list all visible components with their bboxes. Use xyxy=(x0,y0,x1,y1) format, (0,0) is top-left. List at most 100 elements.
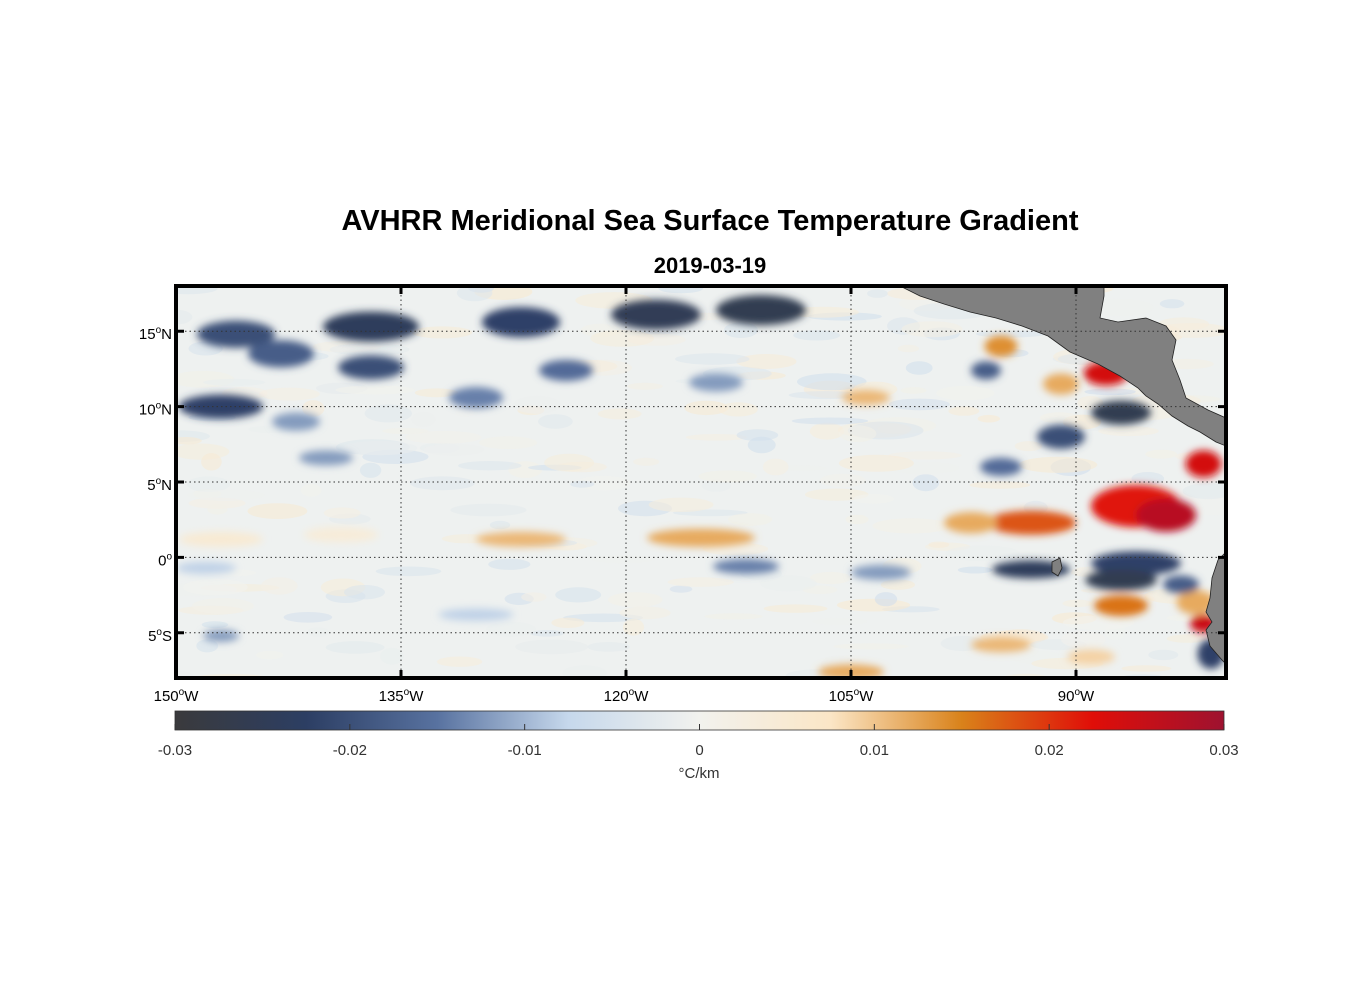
colorbar-tick-label: 0.01 xyxy=(860,742,889,759)
texture-blob xyxy=(809,422,845,440)
texture-blob xyxy=(809,571,851,585)
gradient-feature xyxy=(1091,400,1151,425)
texture-blob xyxy=(597,408,642,420)
lat-label: 15oN xyxy=(139,325,172,343)
gradient-feature xyxy=(971,637,1031,653)
texture-blob xyxy=(805,488,869,501)
texture-blob xyxy=(888,451,962,460)
texture-blob xyxy=(515,639,589,655)
gradient-feature xyxy=(986,510,1076,535)
texture-blob xyxy=(521,592,547,602)
colorbar-tick-label: 0.03 xyxy=(1209,742,1238,759)
gradient-feature xyxy=(203,629,239,642)
texture-blob xyxy=(529,630,565,637)
gradient-feature xyxy=(716,295,806,326)
texture-blob xyxy=(897,344,920,353)
texture-blob xyxy=(1145,449,1178,459)
texture-blob xyxy=(627,382,663,390)
texture-blob xyxy=(727,513,773,526)
texture-blob xyxy=(1061,630,1106,649)
gradient-feature xyxy=(299,450,353,466)
land-galapagos xyxy=(1051,557,1063,577)
texture-blob xyxy=(1166,634,1210,643)
texture-blob xyxy=(454,409,475,417)
texture-blob xyxy=(247,503,308,519)
texture-blob xyxy=(555,587,602,603)
texture-blob xyxy=(382,427,429,435)
texture-blob xyxy=(880,579,916,590)
lat-label: 10oN xyxy=(139,401,172,419)
texture-blob xyxy=(684,400,729,416)
gradient-feature xyxy=(1067,649,1115,665)
texture-blob xyxy=(380,647,404,665)
texture-blob xyxy=(186,489,266,501)
texture-blob xyxy=(458,461,522,471)
texture-blob xyxy=(936,385,995,401)
land-south-america xyxy=(1205,551,1226,665)
texture-blob xyxy=(359,462,382,478)
gradient-feature xyxy=(1176,590,1216,615)
texture-blob xyxy=(329,343,410,356)
texture-blob xyxy=(513,395,561,414)
texture-blob xyxy=(723,322,759,339)
gradient-feature xyxy=(1185,450,1222,478)
colorbar: -0.03 -0.02 -0.01 0 0.01 0.02 0.03 °C/km xyxy=(158,710,1239,782)
texture-blob xyxy=(1062,615,1135,630)
texture-blob xyxy=(590,330,654,347)
texture-blob xyxy=(176,286,218,295)
texture-blob xyxy=(1018,456,1098,473)
gradient-feature xyxy=(438,608,514,621)
lat-label: 5oN xyxy=(147,476,172,494)
texture-blob xyxy=(763,604,828,613)
texture-blob xyxy=(176,437,202,445)
gradient-feature xyxy=(272,412,320,431)
texture-blob xyxy=(405,430,482,444)
texture-blob xyxy=(414,388,459,398)
texture-blob xyxy=(701,479,731,492)
gradient-feature xyxy=(1136,498,1196,532)
gradient-feature xyxy=(539,359,593,381)
gradient-feature xyxy=(1043,373,1079,395)
texture-blob xyxy=(819,473,866,488)
colorbar-tick-label: -0.03 xyxy=(158,742,192,759)
gradient-feature xyxy=(1094,595,1148,617)
gradient-feature xyxy=(980,457,1022,476)
texture-blob xyxy=(344,585,385,600)
texture-blob xyxy=(1121,665,1172,672)
gradient-feature xyxy=(647,528,755,547)
texture-blob xyxy=(836,598,911,612)
gradient-feature xyxy=(1085,569,1157,591)
texture-blob xyxy=(538,414,573,429)
map-area: 15oN 10oN 5oN 0o 5oS 150oW 135oW 120oW 105oW 90o… xyxy=(139,284,1228,705)
texture-blob xyxy=(648,497,714,512)
texture-blob xyxy=(544,453,594,472)
colorbar-tick-label: 0 xyxy=(695,742,703,759)
texture-blob xyxy=(196,639,219,653)
texture-blob xyxy=(736,354,797,369)
texture-blob xyxy=(608,592,663,608)
colorbar-ticks: -0.03 -0.02 -0.01 0 0.01 0.02 0.03 xyxy=(158,724,1239,759)
gradient-feature xyxy=(971,361,1001,380)
gradient-feature xyxy=(482,307,560,338)
texture-blob xyxy=(833,643,909,650)
texture-blob xyxy=(838,425,877,443)
texture-blob xyxy=(901,321,963,338)
texture-blob xyxy=(325,641,385,654)
texture-blob xyxy=(698,470,757,483)
texture-blob xyxy=(669,585,693,593)
gradient-feature xyxy=(842,390,890,406)
texture-blob xyxy=(488,558,531,570)
lat-label: 5oS xyxy=(148,627,172,645)
gradient-feature xyxy=(1163,575,1199,594)
texture-blob xyxy=(704,613,763,620)
texture-blob xyxy=(283,612,333,623)
texture-blob xyxy=(853,494,895,504)
texture-blob xyxy=(375,566,442,577)
texture-blob xyxy=(587,642,630,652)
texture-blob xyxy=(410,476,475,491)
texture-blob xyxy=(1182,483,1226,500)
lon-label: 135oW xyxy=(379,687,425,705)
colorbar-tick-label: -0.01 xyxy=(508,742,542,759)
texture-blob xyxy=(1131,472,1165,486)
